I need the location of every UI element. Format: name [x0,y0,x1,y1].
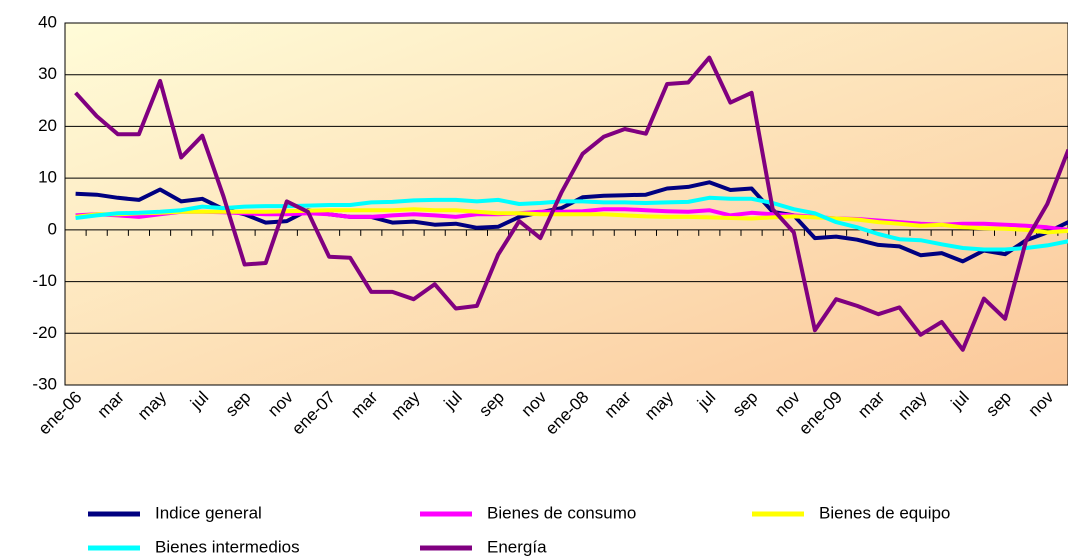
x-tick-label: ene-06 [35,388,86,439]
x-tick-label: mar [601,387,635,421]
series-line [75,195,1068,252]
x-tick-label: nov [517,387,550,420]
legend-label: Energía [487,537,547,556]
x-tick-label: sep [982,388,1015,421]
y-tick-label: -30 [32,374,57,393]
y-tick-label: 20 [38,116,57,135]
y-tick-label: 10 [38,168,57,187]
x-tick-label: ene-08 [542,388,593,439]
x-tick-label: may [894,387,930,423]
y-tick-label: -20 [32,323,57,342]
x-tick-label: may [641,387,677,423]
x-tick-label: sep [475,388,508,421]
x-tick-label: may [134,387,170,423]
x-tick-label: nov [1024,387,1057,420]
x-tick-label: mar [94,387,128,421]
legend-label: Bienes intermedios [155,537,300,556]
y-tick-label: 40 [38,12,57,31]
x-tick-label: nov [771,387,804,420]
x-tick-label: mar [854,387,888,421]
x-tick-label: jul [440,388,466,414]
y-tick-label: 0 [48,219,57,238]
x-tick-label: mar [347,387,381,421]
x-tick-label: nov [264,387,297,420]
x-tick-label: jul [947,388,973,414]
x-tick-label: sep [729,388,762,421]
x-tick-label: sep [222,388,255,421]
x-tick-label: jul [693,388,719,414]
x-tick-label: jul [186,388,212,414]
x-tick-label: ene-07 [288,388,339,439]
series-line [75,207,1068,235]
x-tick-label: ene-09 [795,388,846,439]
legend-label: Indice general [155,503,262,522]
legend-label: Bienes de consumo [487,503,636,522]
y-tick-label: -10 [32,271,57,290]
y-tick-label: 30 [38,64,57,83]
legend-label: Bienes de equipo [819,503,950,522]
series-line [74,55,1068,352]
x-tick-label: may [387,387,423,423]
